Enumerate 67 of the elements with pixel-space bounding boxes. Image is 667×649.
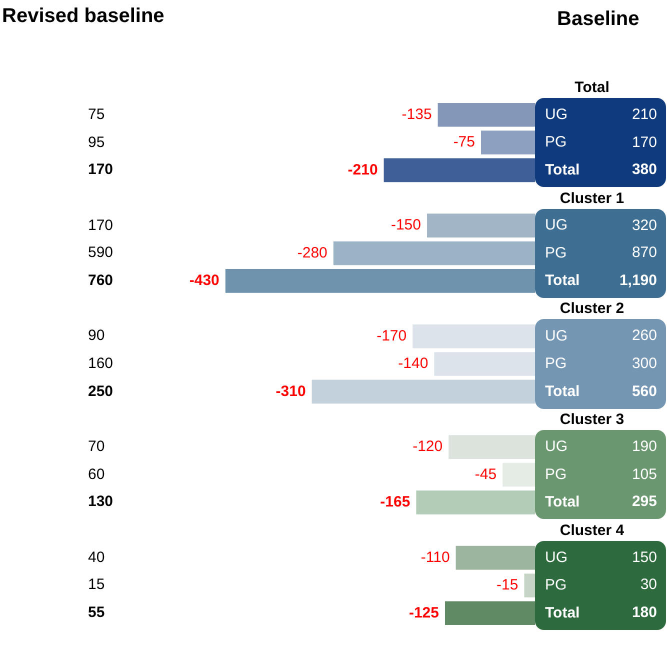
- text: 380: [632, 161, 657, 180]
- text: 260: [632, 327, 657, 346]
- y-tick-label: PG: [545, 576, 567, 594]
- y-tick-label: Total: [545, 494, 580, 511]
- y-tick-label: UG: [545, 106, 568, 123]
- text: 160: [88, 355, 114, 373]
- text: 870: [632, 244, 657, 262]
- data-label: -125: [408, 604, 439, 622]
- category-label: Cluster 2: [560, 300, 624, 318]
- data-label: -150: [390, 216, 421, 234]
- y-tick-label: PG: [545, 355, 567, 372]
- text: 55: [88, 604, 105, 622]
- text: 590: [88, 244, 114, 262]
- text: 30: [640, 576, 657, 594]
- text: 320: [632, 216, 657, 235]
- text: 105: [632, 466, 657, 484]
- text: Revised baseline: [2, 5, 164, 28]
- text: 75: [88, 106, 105, 124]
- text: 190: [632, 438, 657, 456]
- text: 90: [88, 327, 105, 346]
- y-tick-label: Total: [545, 604, 580, 622]
- data-label: -75: [453, 134, 475, 151]
- data-label: -210: [348, 161, 378, 178]
- category-label: Cluster 4: [560, 522, 624, 539]
- text: 40: [88, 548, 105, 567]
- y-tick-label: Total: [545, 161, 580, 178]
- data-label: -310: [276, 382, 306, 400]
- text: 170: [88, 161, 114, 180]
- category-label: Cluster 3: [560, 411, 624, 428]
- data-label: -140: [398, 355, 428, 372]
- category-label: Total: [574, 79, 610, 96]
- y-tick-label: UG: [545, 548, 568, 566]
- text: 15: [88, 576, 105, 594]
- text: 295: [632, 493, 657, 512]
- text: Baseline: [557, 8, 640, 31]
- y-tick-label: UG: [545, 438, 568, 456]
- text: 250: [88, 382, 114, 401]
- y-tick-label: PG: [545, 244, 567, 262]
- y-tick-label: UG: [545, 327, 568, 344]
- y-tick-label: Total: [545, 272, 580, 290]
- data-label: -110: [420, 548, 450, 566]
- data-label: -280: [297, 244, 328, 262]
- data-label: -45: [474, 466, 497, 483]
- data-label: -135: [402, 106, 432, 123]
- text: 300: [632, 355, 657, 373]
- text: 170: [632, 134, 657, 152]
- text: 95: [88, 134, 105, 152]
- data-label: -15: [496, 576, 518, 594]
- y-tick-label: PG: [545, 466, 567, 483]
- text: 60: [88, 466, 105, 484]
- text: 150: [632, 548, 657, 567]
- text: 180: [632, 604, 657, 622]
- text: 1,190: [619, 272, 657, 290]
- data-label: -170: [376, 327, 407, 344]
- y-tick-label: PG: [545, 134, 567, 151]
- text: 210: [632, 106, 657, 124]
- text: 170: [88, 216, 114, 235]
- text: 130: [88, 493, 114, 512]
- data-label: -120: [412, 438, 443, 456]
- data-label: -165: [380, 494, 410, 511]
- category-label: Cluster 1: [560, 190, 624, 207]
- text: 760: [88, 272, 114, 290]
- y-tick-label: Total: [545, 382, 580, 400]
- text: 560: [632, 382, 657, 401]
- y-tick-label: UG: [545, 216, 568, 234]
- text: 70: [88, 438, 105, 456]
- data-label: -430: [189, 272, 220, 290]
